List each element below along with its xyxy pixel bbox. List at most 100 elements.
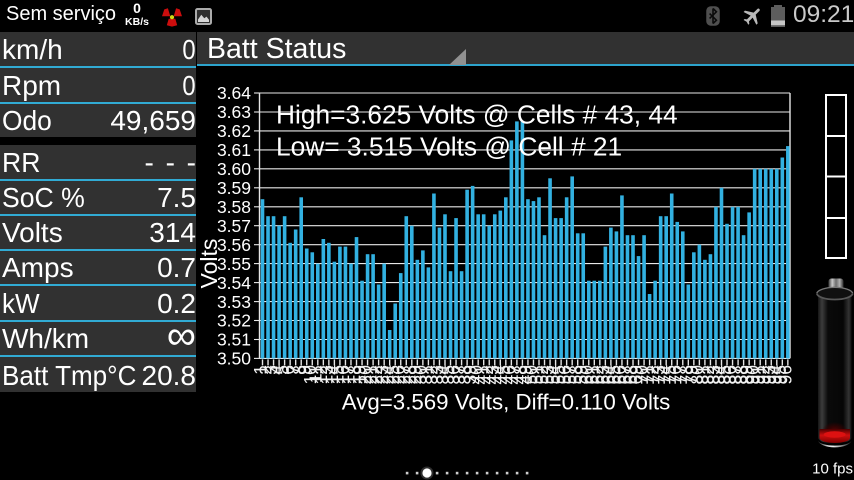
svg-text:75: 75 bbox=[659, 365, 679, 384]
svg-text:7: 7 bbox=[283, 365, 303, 375]
svg-text:3.58: 3.58 bbox=[217, 197, 251, 217]
svg-text:73: 73 bbox=[648, 365, 668, 384]
svg-text:47: 47 bbox=[505, 365, 525, 384]
svg-text:81: 81 bbox=[693, 365, 713, 384]
svg-text:33: 33 bbox=[427, 365, 447, 384]
svg-text:3.50: 3.50 bbox=[217, 349, 251, 369]
svg-text:3.53: 3.53 bbox=[217, 292, 251, 312]
svg-text:18: 18 bbox=[344, 365, 364, 384]
svg-text:67: 67 bbox=[615, 365, 635, 384]
svg-text:39: 39 bbox=[460, 365, 480, 384]
svg-text:2: 2 bbox=[256, 365, 276, 375]
svg-text:19: 19 bbox=[350, 365, 370, 384]
svg-text:3.64: 3.64 bbox=[217, 83, 251, 103]
svg-text:30: 30 bbox=[411, 365, 431, 385]
svg-text:94: 94 bbox=[764, 365, 784, 385]
svg-text:86: 86 bbox=[720, 365, 740, 384]
svg-text:51: 51 bbox=[527, 365, 547, 384]
svg-text:54: 54 bbox=[543, 365, 563, 385]
svg-text:91: 91 bbox=[748, 365, 768, 384]
svg-text:6: 6 bbox=[278, 365, 298, 375]
svg-text:14: 14 bbox=[322, 365, 342, 385]
svg-text:58: 58 bbox=[565, 365, 585, 384]
svg-text:93: 93 bbox=[759, 365, 779, 384]
svg-text:3.60: 3.60 bbox=[217, 159, 251, 179]
svg-text:87: 87 bbox=[726, 365, 746, 384]
svg-text:53: 53 bbox=[538, 365, 558, 384]
svg-text:10: 10 bbox=[300, 365, 320, 385]
svg-text:50: 50 bbox=[521, 365, 541, 385]
svg-text:Volts: Volts bbox=[196, 239, 222, 289]
svg-text:3.52: 3.52 bbox=[217, 311, 251, 331]
svg-text:High=3.625 Volts @ Cells # 43,: High=3.625 Volts @ Cells # 43, 44 bbox=[276, 100, 678, 130]
svg-text:43: 43 bbox=[482, 365, 502, 384]
svg-text:8: 8 bbox=[289, 365, 309, 375]
svg-text:41: 41 bbox=[471, 365, 491, 384]
svg-text:27: 27 bbox=[394, 365, 414, 384]
svg-text:46: 46 bbox=[499, 365, 519, 384]
svg-text:79: 79 bbox=[681, 365, 701, 384]
svg-text:62: 62 bbox=[587, 365, 607, 384]
svg-text:10 fps: 10 fps bbox=[812, 461, 853, 478]
svg-text:74: 74 bbox=[654, 365, 674, 385]
svg-text:3.55: 3.55 bbox=[217, 254, 251, 274]
svg-text:61: 61 bbox=[582, 365, 602, 384]
svg-text:55: 55 bbox=[549, 365, 569, 384]
svg-text:Avg=3.569 Volts, Diff=0.110 Vo: Avg=3.569 Volts, Diff=0.110 Volts bbox=[342, 390, 671, 415]
svg-text:3.62: 3.62 bbox=[217, 121, 251, 141]
svg-text:96: 96 bbox=[776, 365, 796, 384]
svg-text:49: 49 bbox=[516, 365, 536, 384]
svg-text:Low= 3.515 Volts @ Cell # 21: Low= 3.515 Volts @ Cell # 21 bbox=[276, 132, 622, 162]
svg-text:85: 85 bbox=[715, 365, 735, 384]
svg-text:32: 32 bbox=[422, 365, 442, 384]
svg-text:42: 42 bbox=[477, 365, 497, 384]
svg-text:68: 68 bbox=[621, 365, 641, 384]
svg-text:15: 15 bbox=[328, 365, 348, 384]
svg-text:17: 17 bbox=[339, 365, 359, 384]
svg-text:66: 66 bbox=[610, 365, 630, 384]
svg-text:40: 40 bbox=[466, 365, 486, 385]
svg-text:9: 9 bbox=[294, 365, 314, 375]
svg-text:3.57: 3.57 bbox=[217, 216, 251, 236]
svg-text:12: 12 bbox=[311, 365, 331, 384]
svg-text:4: 4 bbox=[267, 365, 287, 375]
svg-text:92: 92 bbox=[753, 365, 773, 384]
svg-text:83: 83 bbox=[704, 365, 724, 384]
svg-text:16: 16 bbox=[333, 365, 353, 384]
svg-text:52: 52 bbox=[532, 365, 552, 384]
svg-text:3.54: 3.54 bbox=[217, 273, 251, 293]
svg-text:76: 76 bbox=[665, 365, 685, 384]
svg-text:59: 59 bbox=[571, 365, 591, 384]
svg-text:3: 3 bbox=[261, 365, 281, 375]
svg-text:1: 1 bbox=[250, 365, 270, 375]
svg-text:3.51: 3.51 bbox=[217, 330, 251, 350]
svg-text:37: 37 bbox=[449, 365, 469, 384]
svg-text:57: 57 bbox=[560, 365, 580, 384]
svg-text:22: 22 bbox=[366, 365, 386, 384]
svg-text:64: 64 bbox=[599, 365, 619, 385]
svg-text:89: 89 bbox=[737, 365, 757, 384]
svg-text:88: 88 bbox=[731, 365, 751, 384]
svg-text:3.63: 3.63 bbox=[217, 102, 251, 122]
svg-text:5: 5 bbox=[272, 365, 292, 375]
svg-text:84: 84 bbox=[709, 365, 729, 385]
svg-text:35: 35 bbox=[438, 365, 458, 384]
svg-text:65: 65 bbox=[604, 365, 624, 384]
svg-text:69: 69 bbox=[626, 365, 646, 384]
svg-text:28: 28 bbox=[399, 365, 419, 384]
svg-text:63: 63 bbox=[593, 365, 613, 384]
svg-text:38: 38 bbox=[455, 365, 475, 384]
svg-text:11: 11 bbox=[305, 365, 325, 383]
svg-text:24: 24 bbox=[377, 365, 397, 385]
svg-text:72: 72 bbox=[643, 365, 663, 384]
svg-text:3.61: 3.61 bbox=[217, 140, 251, 160]
svg-text:56: 56 bbox=[554, 365, 574, 384]
svg-text:44: 44 bbox=[488, 365, 508, 385]
svg-text:34: 34 bbox=[433, 365, 453, 385]
svg-text:29: 29 bbox=[405, 365, 425, 384]
svg-text:13: 13 bbox=[317, 365, 337, 384]
svg-text:71: 71 bbox=[637, 365, 657, 384]
svg-text:80: 80 bbox=[687, 365, 707, 385]
svg-text:20: 20 bbox=[355, 365, 375, 385]
svg-text:25: 25 bbox=[383, 365, 403, 384]
